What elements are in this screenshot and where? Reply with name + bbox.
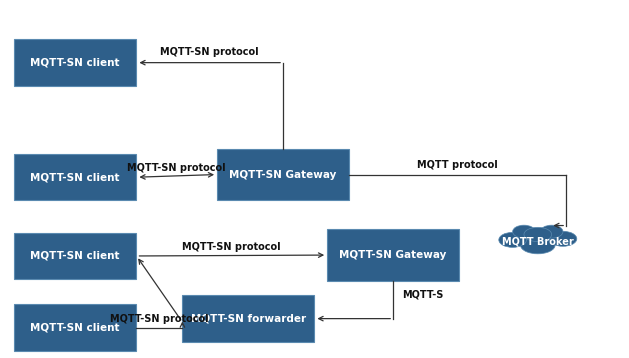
- Text: MQTT-SN Gateway: MQTT-SN Gateway: [230, 170, 337, 179]
- Text: MQTT-SN client: MQTT-SN client: [30, 172, 120, 182]
- Text: MQTT-SN client: MQTT-SN client: [30, 251, 120, 261]
- FancyBboxPatch shape: [217, 149, 349, 200]
- Ellipse shape: [524, 227, 552, 242]
- Text: MQTT-SN forwarder: MQTT-SN forwarder: [191, 314, 306, 324]
- Text: MQTT-SN protocol: MQTT-SN protocol: [182, 242, 281, 252]
- Ellipse shape: [520, 237, 555, 254]
- Ellipse shape: [540, 225, 563, 238]
- Ellipse shape: [549, 231, 577, 246]
- FancyBboxPatch shape: [14, 233, 136, 279]
- FancyBboxPatch shape: [182, 295, 314, 342]
- Text: MQTT-SN protocol: MQTT-SN protocol: [160, 47, 259, 57]
- FancyBboxPatch shape: [14, 154, 136, 200]
- Text: MQTT-SN client: MQTT-SN client: [30, 58, 120, 68]
- Text: MQTT Broker: MQTT Broker: [502, 237, 574, 247]
- Text: MQTT-SN protocol: MQTT-SN protocol: [128, 163, 226, 173]
- Ellipse shape: [499, 232, 526, 247]
- Text: MQTT-SN Gateway: MQTT-SN Gateway: [340, 250, 447, 260]
- Ellipse shape: [513, 225, 535, 238]
- FancyBboxPatch shape: [14, 39, 136, 86]
- Text: MQTT-S: MQTT-S: [403, 290, 444, 300]
- FancyBboxPatch shape: [14, 304, 136, 351]
- Text: MQTT-SN protocol: MQTT-SN protocol: [110, 314, 209, 324]
- FancyBboxPatch shape: [327, 229, 459, 281]
- Text: MQTT-SN client: MQTT-SN client: [30, 323, 120, 333]
- Text: MQTT protocol: MQTT protocol: [417, 160, 498, 170]
